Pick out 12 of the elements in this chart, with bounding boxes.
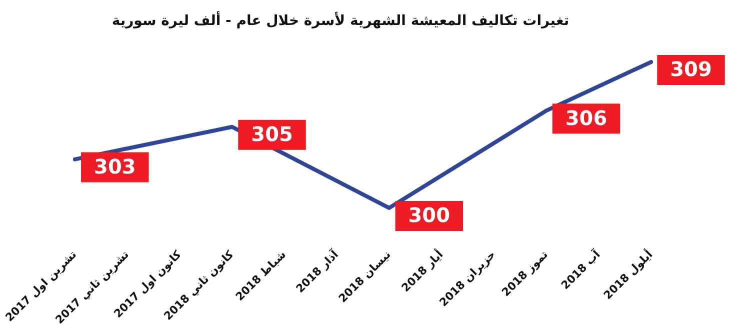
x-tick-label: تموز 2018 [499, 248, 550, 300]
data-label: 309 [670, 57, 712, 82]
data-label: 305 [251, 122, 293, 146]
x-tick-label: شباط 2018 [233, 248, 289, 304]
x-tick-label: أيار 2018 [398, 247, 446, 295]
chart-title: تغيرات تكاليف المعيشة الشهرية لأسرة خلال عام - ألف ليرة سورية [112, 11, 570, 30]
data-label: 300 [408, 203, 450, 228]
x-tick-label: أيلول 2018 [600, 247, 656, 302]
x-tick-label: آب 2018 [558, 247, 603, 292]
data-label: 306 [565, 106, 608, 130]
x-tick-label: آذار 2018 [292, 247, 342, 296]
data-label: 303 [94, 154, 136, 179]
